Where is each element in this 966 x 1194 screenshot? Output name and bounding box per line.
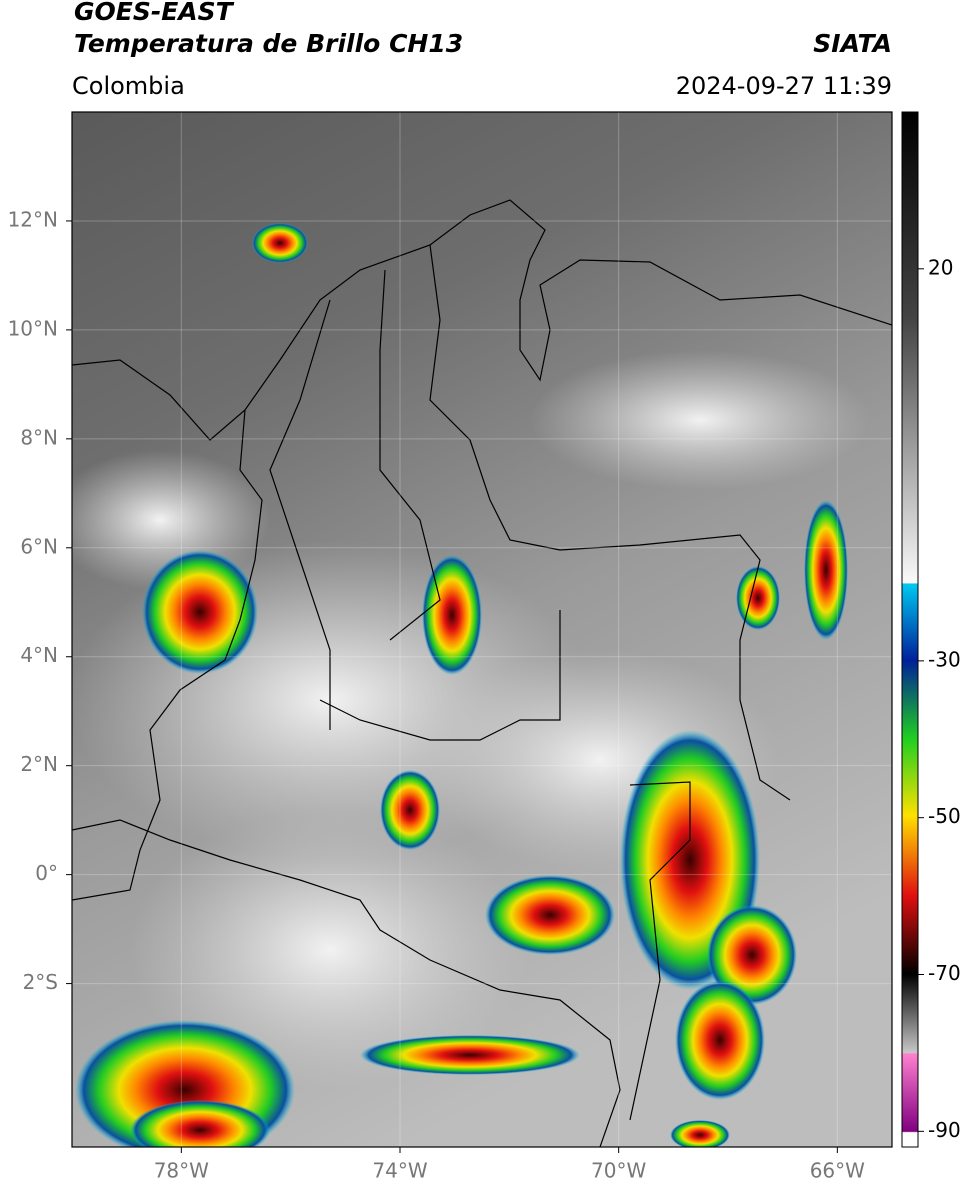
graticule [72, 112, 892, 1147]
source: SIATA [813, 29, 892, 58]
title-line: GOES-EAST [74, 0, 235, 26]
colorbar-label: -50 [928, 804, 961, 828]
y-tick-label: 12°N [8, 207, 58, 231]
y-tick-label: 6°N [20, 534, 58, 558]
y-tick-label: 4°N [20, 643, 58, 667]
colorbar-label: 20 [928, 255, 953, 279]
y-tick-label: 2°N [20, 752, 58, 776]
colorbar-label: -70 [928, 961, 961, 985]
x-tick-label: 78°W [154, 1159, 209, 1183]
x-tick-label: 66°W [810, 1159, 865, 1183]
y-tick-label: 0° [35, 861, 58, 885]
title-line: Temperatura de Brillo CH13 [74, 29, 463, 58]
satellite-image [72, 112, 892, 1147]
y-tick-label: 10°N [8, 316, 58, 340]
colorbar [901, 111, 919, 1148]
colorbar-label: -30 [928, 647, 961, 671]
region: Colombia [72, 72, 185, 100]
y-tick-label: 8°N [20, 425, 58, 449]
x-tick-label: 70°W [591, 1159, 646, 1183]
timestamp: 2024-09-27 11:39 [676, 72, 892, 100]
y-tick-label: 2°S [23, 970, 58, 994]
x-tick-label: 74°W [372, 1159, 427, 1183]
map-frame [71, 111, 893, 1148]
colorbar-label: -90 [928, 1118, 961, 1142]
